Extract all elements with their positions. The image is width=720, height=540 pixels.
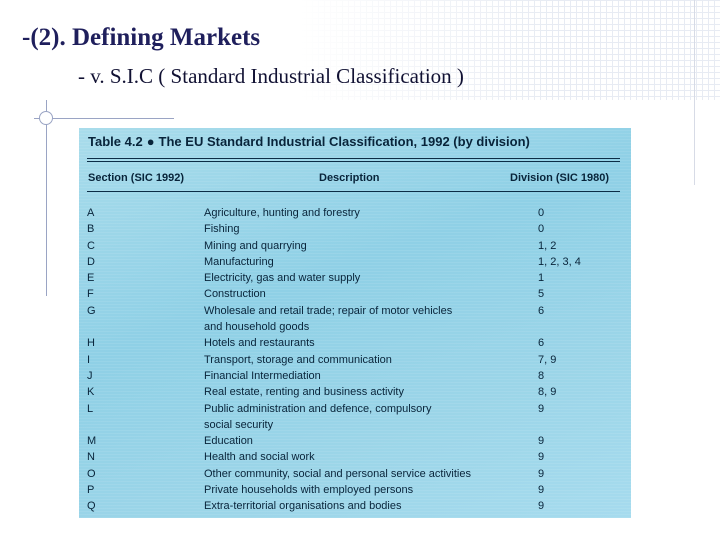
table-row: O Other community, social and personal se… [79,466,631,482]
division-cell: 1 [538,272,545,285]
division-cell: 9 [538,467,545,480]
description-cell: Health and social work [204,451,315,464]
division-cell: 9 [538,500,545,513]
table-body: A Agriculture, hunting and forestry 0 B Fish… [79,205,631,515]
description-cell: Extra-territorial organisations and bodi… [204,500,402,513]
section-code: Q [87,500,96,513]
section-code: I [87,353,91,366]
table-row: F Construction 5 [79,286,631,302]
description-cell: Wholesale and retail trade; repair of mo… [204,304,453,317]
division-cell: 8 [538,369,545,382]
description-cell: Private households with employed persons [204,484,414,497]
section-code: P [87,484,95,497]
division-cell: 9 [538,484,545,497]
section-code: J [87,369,93,382]
table-top-rule [87,158,620,159]
division-cell: 6 [538,304,545,317]
description-cell: Fishing [204,223,240,236]
description-cell: Education [204,435,253,448]
description-cell: Hotels and restaurants [204,337,315,350]
section-code: E [87,272,95,285]
division-cell: 6 [538,337,545,350]
table-title: Table 4.2 ● The EU Standard Industrial Cla… [88,134,530,149]
description-cell: social security [204,418,274,431]
division-cell: 1, 2, 3, 4 [538,255,581,268]
section-code: C [87,239,95,252]
division-cell: 0 [538,207,545,219]
table-row: A Agriculture, hunting and forestry 0 [79,205,631,221]
section-code: K [87,386,95,399]
table-row: H Hotels and restaurants 6 [79,335,631,351]
table-row: J Financial Intermediation 8 [79,368,631,384]
section-code: G [87,304,96,317]
division-cell: 7, 9 [538,353,557,366]
description-cell: Agriculture, hunting and forestry [204,207,360,219]
table-row: D Manufacturing 1, 2, 3, 4 [79,254,631,270]
decorative-right-bar [694,0,695,185]
table-row: B Fishing 0 [79,221,631,237]
division-cell: 9 [538,435,545,448]
division-cell: 5 [538,288,545,301]
section-code: N [87,451,95,464]
section-code: D [87,255,95,268]
section-code: M [87,435,97,448]
table-number: Table 4.2 [88,134,143,149]
description-cell: Mining and quarrying [204,239,307,252]
decorative-grid-pattern [300,0,720,100]
table-row: Q Extra-territorial organisations and bod… [79,498,631,514]
table-row: E Electricity, gas and water supply 1 [79,270,631,286]
description-cell: Manufacturing [204,255,274,268]
table-row: and household goods [79,319,631,335]
table-row: N Health and social work 9 [79,449,631,465]
column-header-description: Description [319,172,380,184]
table-row: M Education 9 [79,433,631,449]
table-row: L Public administration and defence, comp… [79,401,631,417]
slide-subheading: - v. S.I.C ( Standard Industrial Classif… [78,64,464,88]
division-cell: 8, 9 [538,386,557,399]
table-top-rule-double [87,161,620,162]
scanned-table-image: Table 4.2 ● The EU Standard Industrial Cla… [79,128,631,518]
division-cell: 9 [538,402,545,415]
description-cell: Construction [204,288,266,301]
bullet-icon: ● [146,134,155,149]
decorative-circle-icon [39,111,53,125]
section-code: A [87,207,95,219]
decorative-vertical-line [46,100,47,296]
description-cell: Public administration and defence, compu… [204,402,432,415]
description-cell: Other community, social and personal ser… [204,467,471,480]
description-cell: and household goods [204,321,310,334]
section-code: B [87,223,95,236]
column-header-division: Division (SIC 1980) [510,172,610,184]
table-row: social security [79,417,631,433]
section-code: L [87,402,94,415]
table-row: C Mining and quarrying 1, 2 [79,238,631,254]
table-header-rule [87,191,620,192]
decorative-horizontal-line [34,118,174,119]
section-code: F [87,288,94,301]
description-cell: Transport, storage and communication [204,353,392,366]
section-code: O [87,467,96,480]
division-cell: 0 [538,223,545,236]
column-header-section: Section (SIC 1992) [88,172,184,184]
table-row: K Real estate, renting and business activ… [79,384,631,400]
table-row: I Transport, storage and communication 7, … [79,352,631,368]
section-code: H [87,337,95,350]
table-row: G Wholesale and retail trade; repair of m… [79,303,631,319]
description-cell: Real estate, renting and business activi… [204,386,404,399]
division-cell: 1, 2 [538,239,557,252]
division-cell: 9 [538,451,545,464]
table-row: P Private households with employed person… [79,482,631,498]
slide-heading: -(2). Defining Markets [22,24,261,51]
description-cell: Electricity, gas and water supply [204,272,361,285]
description-cell: Financial Intermediation [204,369,321,382]
table-title-text: The EU Standard Industrial Classificatio… [158,134,530,149]
